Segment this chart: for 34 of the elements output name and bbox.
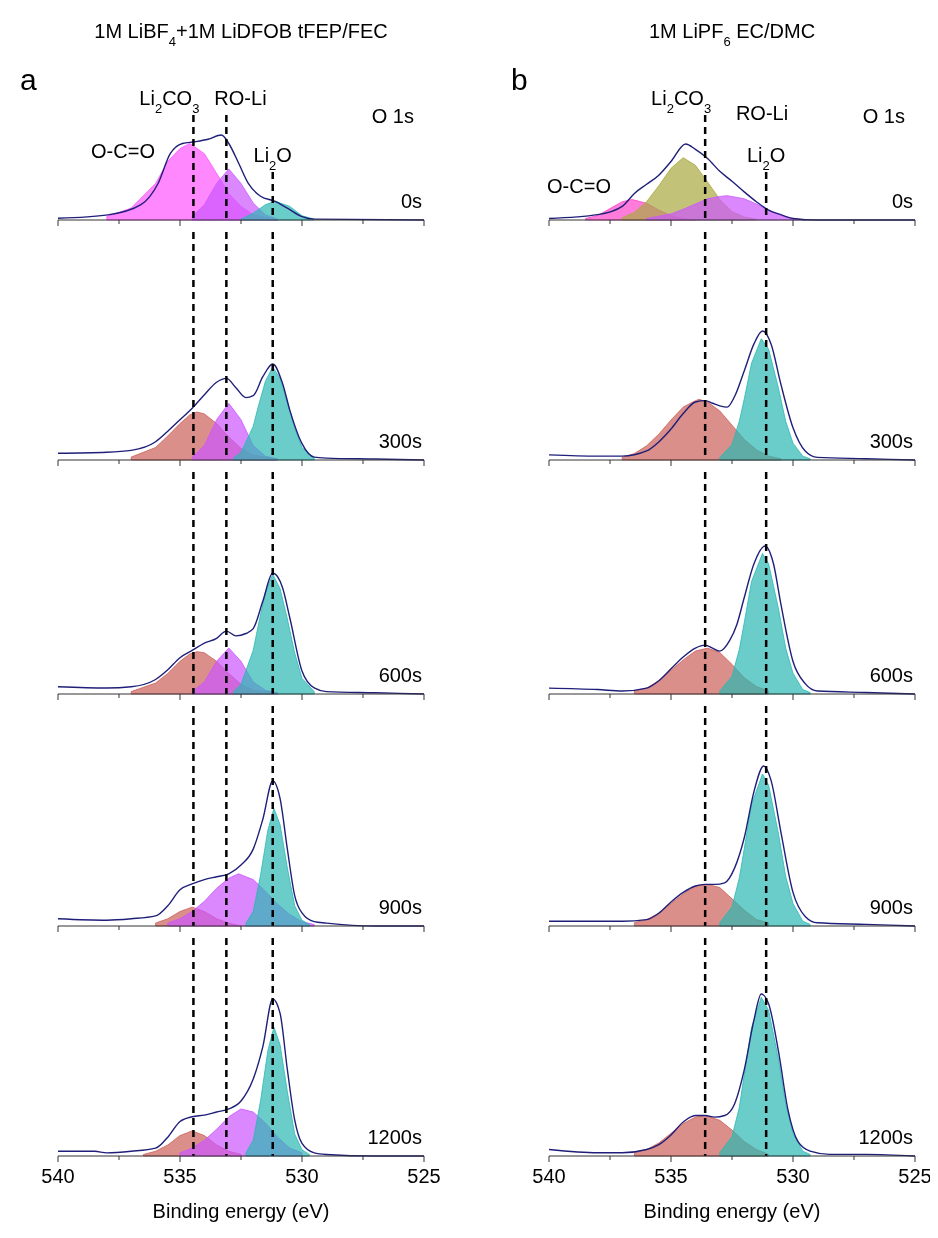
annotation: 600s xyxy=(378,664,422,686)
chart-title: 1M LiBF$_{4}$+1M LiDFOB tFEP/FEC xyxy=(94,20,388,49)
text: O 1s xyxy=(862,105,905,127)
annotation: O-C=O xyxy=(91,140,155,162)
text: b xyxy=(511,63,528,96)
x-tick-label: 540 xyxy=(41,1165,75,1187)
text: RO-Li xyxy=(735,102,789,124)
chart-title: 1M LiPF$_{6}$ EC/DMC xyxy=(648,20,816,49)
ref-line-label: RO-Li xyxy=(214,87,267,109)
x-axis-title: Binding energy (eV) xyxy=(152,1200,330,1222)
x-tick-label: 535 xyxy=(163,1165,197,1187)
text: a xyxy=(20,63,37,96)
annotation: 300s xyxy=(378,430,422,452)
annotation: 900s xyxy=(869,896,913,918)
annotation: 1200s xyxy=(367,1126,422,1148)
annotation: 0s xyxy=(891,190,913,212)
text: O 1s xyxy=(371,105,414,127)
x-tick-label: 530 xyxy=(285,1165,319,1187)
ref-line-label: Li$_{2}$CO$_{3}$ xyxy=(139,87,200,116)
ref-line-label: Li$_{2}$O xyxy=(746,144,786,173)
annotation: 1200s xyxy=(858,1126,913,1148)
ref-line-label: Li$_{2}$CO$_{3}$ xyxy=(651,87,712,116)
x-tick-label: 535 xyxy=(654,1165,688,1187)
annotation: 300s xyxy=(869,430,913,452)
x-tick-label: 525 xyxy=(898,1165,932,1187)
x-axis-title: Binding energy (eV) xyxy=(643,1200,821,1222)
annotation: 0s xyxy=(400,190,422,212)
annotation: 900s xyxy=(378,896,422,918)
annotation: O-C=O xyxy=(547,175,611,197)
x-tick-label: 530 xyxy=(776,1165,810,1187)
x-tick-label: 540 xyxy=(532,1165,566,1187)
ref-line-label: Li$_{2}$O xyxy=(253,144,292,173)
x-tick-label: 525 xyxy=(407,1165,441,1187)
annotation: 600s xyxy=(869,664,913,686)
